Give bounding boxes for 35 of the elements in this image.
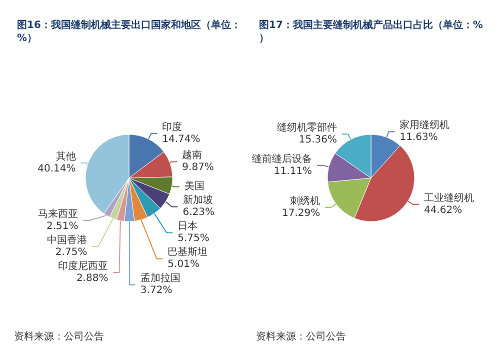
text: 资料来源：公司公告 (256, 330, 346, 342)
slice-label: 日本 (178, 220, 198, 232)
slice-label: 巴基斯坦 (168, 246, 208, 258)
slice-label: 刺绣机 (290, 194, 320, 207)
slice-label: 中国香港 (47, 234, 88, 246)
slice-label: 马来西亚 (38, 208, 78, 220)
data-label: 2.88% (76, 272, 108, 284)
slice-label: 新加坡 (182, 194, 213, 206)
data-label: 14.74% (162, 134, 200, 146)
slice-label: 工业缝纫机 (424, 192, 474, 204)
slice-label: 缝前缝后设备 (252, 152, 312, 165)
text: 资料来源：公司公告 (14, 330, 104, 342)
slice-label: 越南 (182, 149, 202, 162)
data-label: 44.62% (424, 204, 462, 216)
data-label: 11.11% (274, 166, 312, 177)
data-label: 6.23% (182, 207, 215, 218)
data-label: 9.87% (182, 162, 214, 174)
data-label: 2.75% (55, 246, 88, 258)
data-label: 17.29% (282, 208, 320, 219)
data-label: 5.75% (178, 233, 210, 244)
slice-label: 其他 (56, 150, 76, 162)
slice-label: 家用缝纫机 (400, 119, 450, 132)
data-label: 40.14% (38, 163, 76, 174)
slice-label: 缝纫机零部件 (277, 122, 338, 134)
slice-label: 印度尼西亚 (58, 260, 108, 272)
data-label: 3.72% (140, 285, 172, 296)
slice-label: 美国 (184, 180, 204, 192)
chart-title: 图17：我国主要缝制机械产品出口占比（单位：%） (259, 19, 483, 44)
data-label: 2.51% (46, 220, 78, 232)
slice-label: 孟加拉国 (140, 272, 180, 284)
chart-title: 图16：我国缝制机械主要出口国家和地区（单位：%） (17, 19, 241, 44)
data-label: 5.01% (168, 259, 200, 270)
data-label: 15.36% (298, 134, 338, 146)
data-label: 11.63% (400, 132, 438, 144)
slice-label: 印度 (162, 121, 182, 134)
